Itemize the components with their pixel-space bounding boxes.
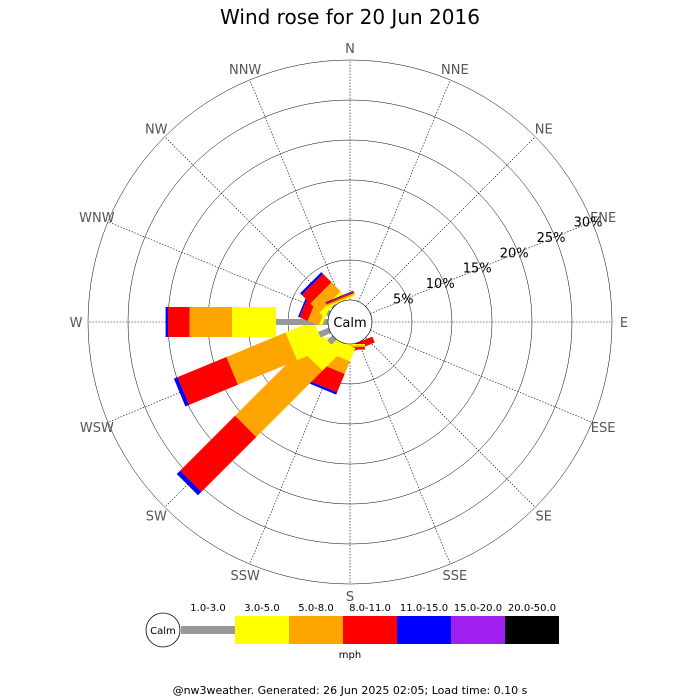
- direction-label-nnw: NNW: [229, 63, 261, 78]
- direction-label-nw: NW: [145, 122, 168, 137]
- bar-segment-nw-4: [301, 273, 332, 304]
- grid-ring: [87, 59, 613, 585]
- grid-spoke: [107, 221, 330, 314]
- chart-title: Wind rose for 20 Jun 2016: [220, 5, 480, 29]
- bar-segment-nw-3: [310, 282, 341, 313]
- bar-segment-nnw-3: [326, 292, 355, 306]
- calm-label: Calm: [333, 316, 366, 331]
- ring-label: 30%: [574, 216, 603, 231]
- bar-segment-w-1: [276, 319, 328, 325]
- grid-ring: [127, 99, 573, 545]
- legend-swatch: [397, 616, 451, 644]
- legend-swatch: [451, 616, 505, 644]
- legend-swatch: [343, 616, 397, 644]
- bar-segment-nnw-5: [325, 290, 354, 303]
- ring-label: 15%: [463, 262, 492, 277]
- bar-segment-w-5: [165, 307, 168, 337]
- bar-segment-wsw-3: [226, 332, 297, 385]
- ring-label: 20%: [500, 246, 529, 261]
- legend-label: 8.0-11.0: [349, 603, 391, 614]
- direction-label-ene: ENE: [590, 211, 616, 226]
- bar-segment-wnw-1: [326, 309, 331, 317]
- ring-label: 10%: [426, 277, 455, 292]
- footer-text: @nw3weather. Generated: 26 Jun 2025 02:0…: [173, 684, 528, 697]
- bar-segment-nnw-2: [327, 294, 356, 308]
- wind-bars: [165, 272, 375, 496]
- direction-label-sw: SW: [146, 510, 167, 525]
- grid-spoke: [358, 342, 451, 565]
- bar-segment-w-4: [168, 307, 190, 337]
- bar-segment-nnw-4: [325, 291, 355, 305]
- legend-units: mph: [339, 650, 361, 661]
- direction-label-ese: ESE: [591, 421, 616, 436]
- grid-spoke: [370, 330, 593, 423]
- legend-calm-label: Calm: [150, 626, 176, 637]
- grid-spoke: [358, 79, 451, 302]
- legend-calm-circle: [145, 612, 181, 648]
- legend-label: 20.0-50.0: [508, 603, 556, 614]
- bar-segment-wsw-4: [177, 356, 238, 405]
- bar-segment-ssw-5: [308, 380, 338, 395]
- legend-label: 5.0-8.0: [298, 603, 333, 614]
- bar-segment-sw-3: [235, 349, 323, 437]
- bar-segment-w-2: [232, 307, 276, 337]
- ring-labels: 5% 10% 15% 20% 25% 30%: [393, 216, 603, 308]
- grid-spoke: [365, 136, 536, 307]
- polar-grid: [87, 59, 613, 585]
- direction-label-wsw: WSW: [80, 421, 114, 436]
- legend-label: 1.0-3.0: [190, 603, 225, 614]
- direction-label-n: N: [345, 42, 355, 57]
- direction-label-se: SE: [536, 510, 552, 525]
- ring-label: 25%: [537, 231, 566, 246]
- legend-swatch: [181, 626, 235, 634]
- direction-label-e: E: [620, 316, 628, 331]
- grid-spoke: [370, 221, 593, 314]
- calm-circle: Calm: [327, 299, 373, 345]
- legend-label: 3.0-5.0: [244, 603, 279, 614]
- legend-label: 15.0-20.0: [454, 603, 502, 614]
- grid-spoke: [249, 79, 342, 302]
- speed-legend: Calm 1.0-3.0 3.0-5.0 5.0-8.0 8.0-11.0 11.0-15…: [145, 603, 559, 661]
- ring-label: 5%: [393, 292, 414, 307]
- direction-label-ne: NE: [535, 122, 553, 137]
- legend-swatch: [505, 616, 559, 644]
- bar-segment-wsw-2: [285, 320, 326, 361]
- bar-segment-wsw-1: [318, 327, 331, 338]
- legend-swatch: [289, 616, 343, 644]
- legend-swatch: [235, 616, 289, 644]
- direction-label-ssw: SSW: [230, 569, 260, 584]
- direction-labels: N NNE NE ENE E ESE SE SSE S SSW SW WSW W WNW NW NNW: [70, 42, 629, 605]
- direction-label-sse: SSE: [442, 569, 467, 584]
- grid-spoke: [365, 337, 536, 508]
- bar-segment-sw-4: [180, 415, 257, 492]
- legend-label: 11.0-15.0: [400, 603, 448, 614]
- bar-segment-sw-5: [176, 470, 202, 496]
- direction-label-nne: NNE: [441, 63, 469, 78]
- bar-segment-nw-1: [331, 303, 337, 309]
- bar-segment-wsw-5: [173, 377, 190, 407]
- bar-segment-nw-5: [300, 272, 323, 295]
- direction-label-s: S: [346, 590, 354, 605]
- direction-label-w: W: [70, 316, 83, 331]
- bar-segment-sw-1: [327, 335, 337, 345]
- bar-segment-w-3: [189, 307, 232, 337]
- grid-spoke: [164, 136, 335, 307]
- direction-label-wnw: WNW: [79, 211, 115, 226]
